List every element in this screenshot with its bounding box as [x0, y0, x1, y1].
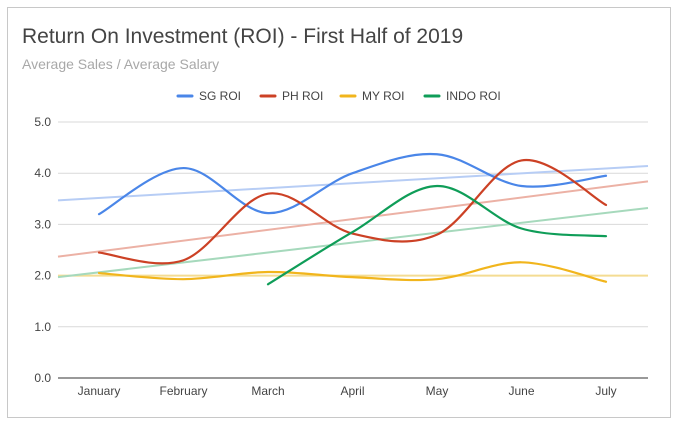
y-axis: 0.0 1.0 2.0 3.0 4.0 5.0 [34, 115, 51, 385]
x-tick-label: April [340, 384, 364, 398]
x-axis: January February March April May June July [78, 384, 617, 398]
y-tick-label: 2.0 [34, 269, 51, 283]
legend-label: PH ROI [282, 89, 323, 103]
y-tick-label: 4.0 [34, 166, 51, 180]
chart-subtitle: Average Sales / Average Salary [22, 56, 220, 72]
trendlines [57, 165, 649, 279]
y-tick-label: 5.0 [34, 115, 51, 129]
trendline [57, 180, 649, 258]
series-line [97, 261, 608, 283]
chart-title: Return On Investment (ROI) - First Half … [22, 25, 464, 48]
gridlines [58, 121, 648, 379]
x-tick-label: July [595, 384, 616, 398]
y-tick-label: 3.0 [34, 217, 51, 231]
y-tick-label: 1.0 [34, 320, 51, 334]
trendline [57, 207, 649, 279]
chart-frame [7, 7, 671, 418]
legend-label: MY ROI [362, 89, 404, 103]
y-tick-label: 0.0 [34, 371, 51, 385]
legend-label: INDO ROI [446, 89, 501, 103]
series-line [97, 152, 608, 216]
x-tick-label: May [426, 384, 449, 398]
series-line [97, 159, 608, 265]
x-tick-label: January [78, 384, 121, 398]
legend: SG ROI PH ROI MY ROI INDO ROI [176, 89, 501, 103]
series-lines [97, 152, 608, 286]
x-tick-label: March [251, 384, 284, 398]
legend-label: SG ROI [199, 89, 241, 103]
x-tick-label: February [159, 384, 207, 398]
x-tick-label: June [508, 384, 534, 398]
trendline [57, 165, 649, 202]
series-line [266, 184, 608, 286]
